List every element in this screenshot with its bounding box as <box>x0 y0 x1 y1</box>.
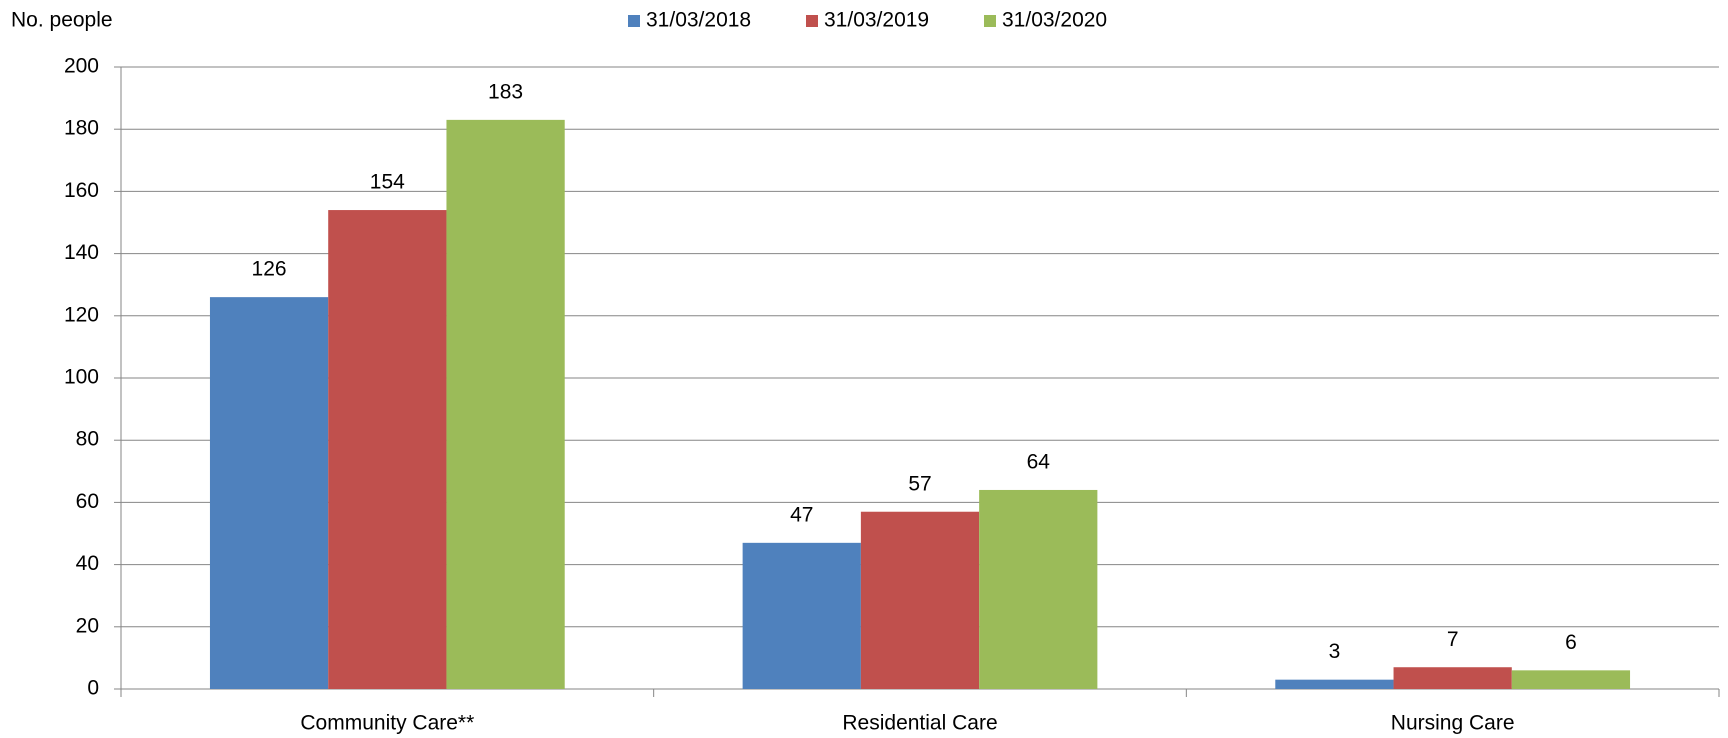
legend-swatch <box>806 15 818 27</box>
data-label: 183 <box>488 80 523 103</box>
y-tick-label: 100 <box>64 366 99 389</box>
bar <box>860 511 980 689</box>
legend-swatch <box>628 15 640 27</box>
y-tick-label: 120 <box>64 303 99 326</box>
bar <box>1275 679 1394 689</box>
bar <box>1511 670 1631 689</box>
data-label: 47 <box>790 503 813 526</box>
y-tick-label: 180 <box>64 117 99 140</box>
y-tick-label: 80 <box>76 428 99 451</box>
data-label: 64 <box>1027 451 1051 474</box>
y-tick-label: 0 <box>87 677 99 700</box>
data-label: 126 <box>252 258 287 281</box>
bar <box>209 297 329 689</box>
y-tick-label: 40 <box>76 552 99 575</box>
data-label: 6 <box>1565 631 1577 654</box>
data-label: 3 <box>1329 640 1341 663</box>
x-tick-label: Community Care** <box>300 712 474 735</box>
y-tick-label: 140 <box>64 241 99 264</box>
bar <box>742 542 861 689</box>
data-label: 154 <box>370 171 405 194</box>
y-tick-label: 60 <box>76 490 99 513</box>
legend-label: 31/03/2018 <box>646 9 751 32</box>
bar <box>979 489 1098 689</box>
legend-label: 31/03/2019 <box>824 9 929 32</box>
bar <box>1393 667 1512 689</box>
y-tick-label: 200 <box>64 55 99 78</box>
legend-swatch <box>984 15 996 27</box>
y-axis-label: No. people <box>11 9 113 32</box>
data-label: 7 <box>1447 628 1459 651</box>
x-tick-label: Residential Care <box>842 712 997 735</box>
x-tick-label: Nursing Care <box>1391 712 1515 735</box>
y-tick-label: 20 <box>76 614 99 637</box>
data-label: 57 <box>908 472 931 495</box>
bar <box>446 119 565 690</box>
y-tick-label: 160 <box>64 179 99 202</box>
legend-label: 31/03/2020 <box>1002 9 1107 32</box>
bar <box>328 210 447 689</box>
